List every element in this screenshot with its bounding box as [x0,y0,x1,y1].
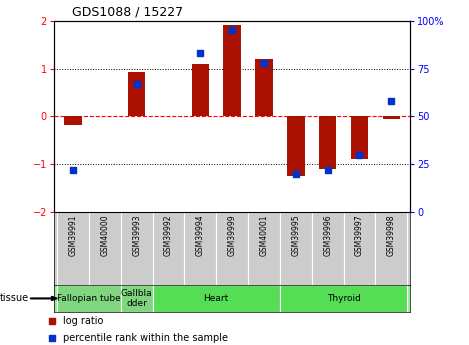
FancyBboxPatch shape [216,212,248,285]
Bar [383,117,400,119]
Bar [64,117,82,125]
Bar [223,26,241,117]
FancyBboxPatch shape [89,212,121,285]
Bar [191,64,209,117]
Text: Heart: Heart [204,294,229,303]
Text: GSM39995: GSM39995 [291,214,300,256]
FancyBboxPatch shape [343,212,375,285]
Point [260,60,268,66]
Text: GDS1088 / 15227: GDS1088 / 15227 [72,5,183,18]
FancyBboxPatch shape [152,212,184,285]
Point [324,167,332,173]
Bar [128,72,145,117]
Text: GSM39996: GSM39996 [323,214,332,256]
FancyBboxPatch shape [280,212,312,285]
Text: GSM39998: GSM39998 [387,214,396,256]
Point [292,171,300,177]
Point [69,167,77,173]
Text: Gallbla
dder: Gallbla dder [121,289,152,308]
Text: GSM40001: GSM40001 [259,214,268,256]
Text: log ratio: log ratio [63,316,104,326]
Bar [287,117,304,176]
FancyBboxPatch shape [152,285,280,312]
Text: GSM40000: GSM40000 [100,214,109,256]
Point [197,50,204,56]
FancyBboxPatch shape [57,212,89,285]
Text: GSM39991: GSM39991 [68,214,77,256]
Point [228,28,236,33]
Text: GSM39993: GSM39993 [132,214,141,256]
Point [387,98,395,104]
FancyBboxPatch shape [280,285,407,312]
FancyBboxPatch shape [375,212,407,285]
Text: Thyroid: Thyroid [326,294,361,303]
Text: Fallopian tube: Fallopian tube [57,294,121,303]
FancyBboxPatch shape [121,212,152,285]
Text: tissue: tissue [0,294,29,303]
Point [133,81,140,87]
Text: GSM39994: GSM39994 [196,214,205,256]
Text: GSM39999: GSM39999 [227,214,237,256]
Bar [351,117,368,159]
Text: GSM39992: GSM39992 [164,214,173,256]
FancyBboxPatch shape [57,285,121,312]
FancyBboxPatch shape [312,212,343,285]
Point [356,152,363,157]
FancyBboxPatch shape [248,212,280,285]
FancyBboxPatch shape [184,212,216,285]
Bar [319,117,336,169]
Text: percentile rank within the sample: percentile rank within the sample [63,333,228,343]
Text: GSM39997: GSM39997 [355,214,364,256]
Bar [255,59,273,117]
FancyBboxPatch shape [121,285,152,312]
